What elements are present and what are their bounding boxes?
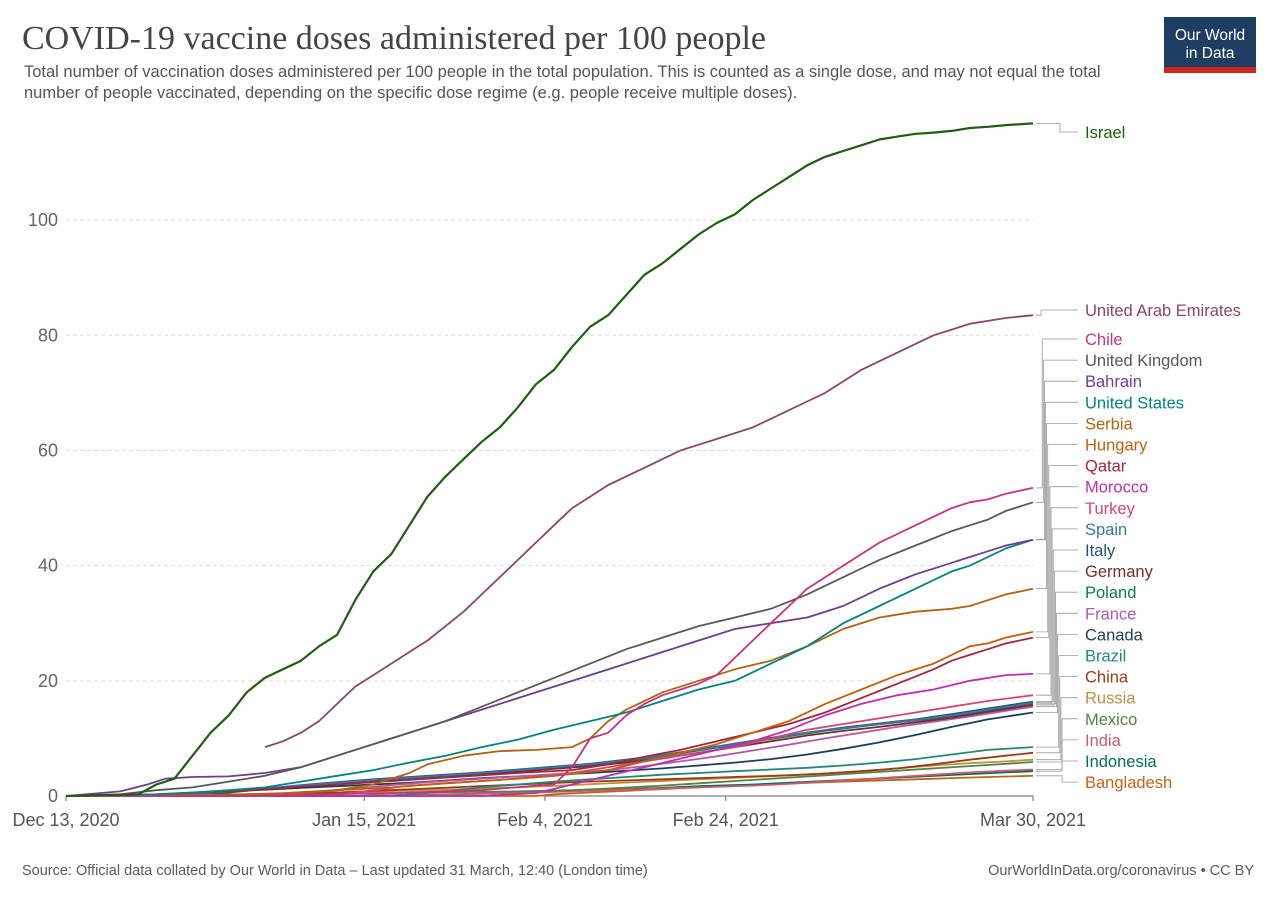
legend-label[interactable]: Brazil: [1085, 648, 1126, 666]
legend-connector: [1036, 676, 1078, 754]
y-tick-label: 0: [48, 786, 58, 806]
legend-connector: [1036, 338, 1078, 489]
series-line-united-kingdom[interactable]: [65, 501, 1034, 797]
legend-label[interactable]: Indonesia: [1085, 753, 1157, 771]
license-link[interactable]: OurWorldInData.org/coronavirus • CC BY: [988, 863, 1254, 879]
legend-label[interactable]: Poland: [1085, 584, 1136, 602]
legend-label[interactable]: Bahrain: [1085, 373, 1142, 391]
legend-label[interactable]: United Kingdom: [1085, 352, 1202, 370]
legend-connector: [1036, 591, 1078, 705]
series-line-united-states[interactable]: [65, 538, 1034, 797]
legend-label[interactable]: Spain: [1085, 521, 1127, 539]
legend-connector: [1036, 528, 1078, 704]
source-note: Source: Official data collated by Our Wo…: [22, 863, 648, 879]
legend-label[interactable]: Qatar: [1085, 458, 1127, 476]
legend-label[interactable]: France: [1085, 605, 1136, 623]
legend-connector: [1036, 401, 1078, 541]
series-line-india[interactable]: [66, 768, 1034, 797]
legend-label[interactable]: United Arab Emirates: [1085, 302, 1241, 320]
y-tick-label: 40: [38, 556, 58, 576]
legend-label[interactable]: India: [1085, 732, 1122, 750]
legend-connector: [1036, 465, 1078, 638]
legend-connector: [1036, 739, 1078, 770]
legend-connector: [1036, 507, 1078, 696]
chart-title: COVID-19 vaccine doses administered per …: [22, 20, 766, 57]
logo-line2: in Data: [1185, 45, 1235, 62]
chart-subtitle: Total number of vaccination doses admini…: [24, 63, 1101, 102]
legend-label[interactable]: Hungary: [1085, 437, 1148, 455]
legend-connector: [1036, 634, 1078, 713]
legend-connector: [1036, 444, 1078, 633]
legend-connector: [1036, 697, 1078, 761]
x-tick-label: Dec 13, 2020: [12, 810, 119, 830]
series-line-chile[interactable]: [66, 487, 1034, 797]
legend-label[interactable]: United States: [1085, 394, 1184, 412]
series-line-israel[interactable]: [65, 122, 1034, 798]
y-tick-label: 100: [28, 210, 58, 230]
series-line-serbia[interactable]: [65, 587, 1034, 797]
legend-connector: [1036, 309, 1078, 316]
legend-label[interactable]: Chile: [1085, 331, 1123, 349]
x-tick-label: Feb 4, 2021: [497, 810, 593, 830]
series-line-bahrain[interactable]: [65, 538, 1034, 797]
legend-label[interactable]: Morocco: [1085, 479, 1148, 497]
y-tick-label: 80: [38, 325, 58, 345]
legend-connector: [1036, 612, 1078, 708]
series-line-morocco[interactable]: [66, 673, 1034, 797]
series-line-hungary[interactable]: [65, 631, 1034, 797]
legend-label[interactable]: Bangladesh: [1085, 774, 1172, 792]
legend-connector: [1036, 359, 1078, 503]
legend-label[interactable]: Turkey: [1085, 500, 1136, 518]
legend-connector: [1036, 718, 1078, 763]
logo-bar: [1164, 67, 1256, 73]
legend-label[interactable]: Italy: [1085, 542, 1116, 560]
legend-label[interactable]: China: [1085, 669, 1129, 687]
legend-connector: [1036, 760, 1078, 772]
x-tick-label: Jan 15, 2021: [312, 810, 416, 830]
x-tick-label: Feb 24, 2021: [673, 810, 779, 830]
logo-line1: Our World: [1174, 27, 1246, 44]
legend-label[interactable]: Canada: [1085, 626, 1144, 644]
legend-label[interactable]: Russia: [1085, 690, 1136, 708]
legend-label[interactable]: Mexico: [1085, 711, 1137, 729]
legend-connector: [1036, 775, 1078, 783]
x-tick-label: Mar 30, 2021: [980, 810, 1086, 830]
legend-connector: [1036, 549, 1078, 702]
legend-connector: [1036, 570, 1078, 706]
legend-label[interactable]: Serbia: [1085, 415, 1134, 433]
legend-label[interactable]: Israel: [1085, 124, 1125, 142]
legend-connector: [1036, 486, 1078, 675]
y-tick-label: 20: [38, 671, 58, 691]
legend-connector: [1036, 655, 1078, 748]
legend-connector: [1036, 123, 1078, 133]
legend-connector: [1036, 422, 1078, 590]
series-line-china[interactable]: [65, 751, 1034, 797]
y-tick-label: 60: [38, 440, 58, 460]
owid-logo[interactable]: Our World in Data: [1164, 17, 1256, 73]
legend-label[interactable]: Germany: [1085, 563, 1154, 581]
series-line-spain[interactable]: [65, 701, 1034, 797]
series-line-united-arab-emirates[interactable]: [264, 314, 1034, 748]
